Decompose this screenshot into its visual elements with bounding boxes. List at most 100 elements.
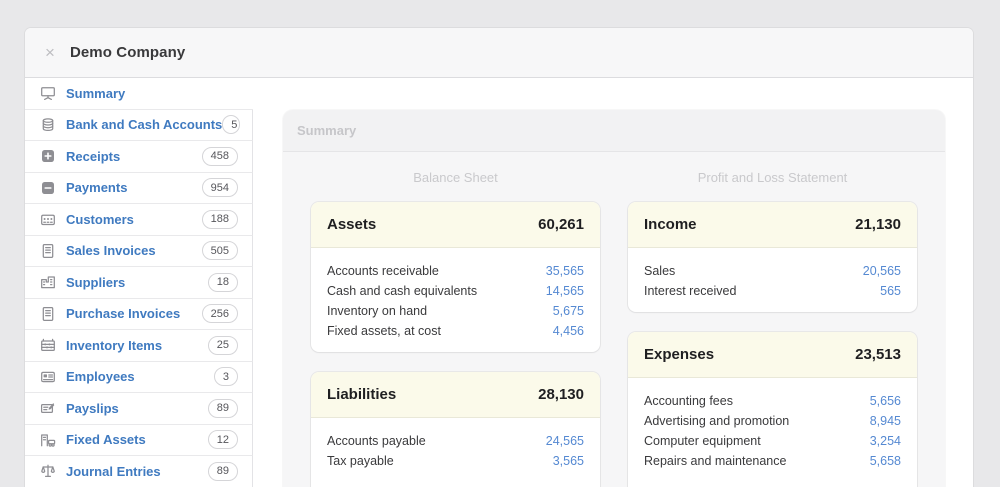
count-badge: 505 <box>201 241 238 261</box>
factory-icon <box>40 274 57 290</box>
sidebar-item-payslips[interactable]: Payslips 89 <box>25 393 253 425</box>
main-area: Summary Balance Sheet Assets 60,261 <box>253 78 973 487</box>
card-title: Assets <box>327 216 377 233</box>
account-value-link[interactable]: 5,658 <box>869 454 901 468</box>
account-label: Sales <box>644 264 676 278</box>
account-row: Advertising and promotion 8,945 <box>644 411 901 431</box>
balance-sheet-column: Balance Sheet Assets 60,261 Accounts rec… <box>311 152 600 487</box>
sidebar-item-label: Suppliers <box>66 274 126 290</box>
sidebar-item-label: Bank and Cash Accounts <box>66 117 223 133</box>
window-body: Summary Bank and Cash Accounts 5 Receipt… <box>25 78 973 487</box>
account-label: Tax payable <box>327 454 394 468</box>
sidebar-item-label: Fixed Assets <box>66 432 146 448</box>
invoice-icon <box>40 243 57 259</box>
sidebar-item-label: Customers <box>66 211 134 227</box>
account-row: Sales 20,565 <box>644 261 901 281</box>
sidebar-item-sales-invoices[interactable]: Sales Invoices 505 <box>25 235 253 267</box>
sidebar-item-receipts[interactable]: Receipts 458 <box>25 141 253 173</box>
card-total: 23,513 <box>855 346 901 363</box>
count-badge: 89 <box>207 398 238 418</box>
card-header: Assets 60,261 <box>311 202 600 248</box>
id-card-icon <box>40 369 57 385</box>
column-heading: Balance Sheet <box>413 170 498 185</box>
count-badge: 5 <box>222 115 241 135</box>
invoice-icon <box>40 306 57 322</box>
account-value-link[interactable]: 565 <box>880 284 901 298</box>
close-icon[interactable]: × <box>45 43 55 62</box>
coins-icon <box>40 117 57 133</box>
count-badge: 458 <box>201 146 238 166</box>
account-value-link[interactable]: 4,456 <box>552 324 584 338</box>
sidebar-item-label: Summary <box>66 85 126 101</box>
card-header: Income 21,130 <box>628 202 917 248</box>
account-value-link[interactable]: 35,565 <box>545 264 584 278</box>
card-total: 28,130 <box>538 386 584 403</box>
account-value-link[interactable]: 20,565 <box>862 264 901 278</box>
sidebar-item-payments[interactable]: Payments 954 <box>25 172 253 204</box>
sidebar-item-label: Journal Entries <box>66 463 161 479</box>
sidebar-item-purchase-invoices[interactable]: Purchase Invoices 256 <box>25 298 253 330</box>
sidebar-item-suppliers[interactable]: Suppliers 18 <box>25 267 253 299</box>
account-row: Computer equipment 3,254 <box>644 431 901 451</box>
account-label: Advertising and promotion <box>644 414 790 428</box>
payslip-icon <box>40 400 57 416</box>
summary-panel-header: Summary <box>283 110 945 152</box>
summary-tab-label: Summary <box>297 123 357 138</box>
account-row: Accounts payable 24,565 <box>327 431 584 451</box>
sidebar-item-label: Sales Invoices <box>66 243 156 259</box>
card-header: Expenses 23,513 <box>628 332 917 378</box>
card-total: 60,261 <box>538 216 584 233</box>
account-label: Computer equipment <box>644 434 761 448</box>
sidebar-item-label: Payments <box>66 180 128 196</box>
account-row: Repairs and maintenance 5,658 <box>644 451 901 471</box>
account-label: Cash and cash equivalents <box>327 284 478 298</box>
account-row: Fixed assets, at cost 4,456 <box>327 321 584 341</box>
sidebar-item-employees[interactable]: Employees 3 <box>25 361 253 393</box>
liabilities-card: Liabilities 28,130 Accounts payable 24,5… <box>311 372 600 487</box>
window-header: × Demo Company <box>25 28 973 78</box>
account-label: Accounts receivable <box>327 264 439 278</box>
account-value-link[interactable]: 24,565 <box>545 434 584 448</box>
account-row: Cash and cash equivalents 14,565 <box>327 281 584 301</box>
card-body: Accounting fees 5,656 Advertising and pr… <box>628 378 917 487</box>
account-row: Tax payable 3,565 <box>327 451 584 471</box>
account-value-link[interactable]: 5,675 <box>552 304 584 318</box>
assets-card: Assets 60,261 Accounts receivable 35,565 <box>311 202 600 352</box>
account-label: Inventory on hand <box>327 304 428 318</box>
account-label: Accounting fees <box>644 394 733 408</box>
count-badge: 256 <box>201 304 238 324</box>
account-row: Inventory on hand 5,675 <box>327 301 584 321</box>
count-badge: 12 <box>207 430 238 450</box>
count-badge: 89 <box>207 461 238 481</box>
card-body: Accounts payable 24,565 Tax payable 3,56… <box>311 418 600 487</box>
sidebar-item-summary[interactable]: Summary <box>25 78 253 110</box>
sidebar-item-label: Inventory Items <box>66 337 163 353</box>
column-heading: Profit and Loss Statement <box>697 170 848 185</box>
sidebar-item-customers[interactable]: Customers 188 <box>25 204 253 236</box>
building-truck-icon <box>40 432 57 448</box>
card-header: Liabilities 28,130 <box>311 372 600 418</box>
card-body: Sales 20,565 Interest received 565 <box>628 248 917 312</box>
account-label: Fixed assets, at cost <box>327 324 441 338</box>
sidebar-item-bank-and-cash-accounts[interactable]: Bank and Cash Accounts 5 <box>25 109 253 141</box>
sidebar-item-journal-entries[interactable]: Journal Entries 89 <box>25 456 253 487</box>
minus-square-icon <box>40 180 57 196</box>
account-value-link[interactable]: 5,656 <box>869 394 901 408</box>
count-badge: 25 <box>207 335 238 355</box>
count-badge: 3 <box>213 367 238 387</box>
account-value-link[interactable]: 3,565 <box>552 454 584 468</box>
account-row: Accounting fees 5,656 <box>644 391 901 411</box>
account-value-link[interactable]: 3,254 <box>869 434 901 448</box>
income-card: Income 21,130 Sales 20,565 Inte <box>628 202 917 312</box>
sidebar-item-inventory-items[interactable]: Inventory Items 25 <box>25 330 253 362</box>
account-value-link[interactable]: 14,565 <box>545 284 584 298</box>
sidebar-item-fixed-assets[interactable]: Fixed Assets 12 <box>25 424 253 456</box>
account-value-link[interactable]: 8,945 <box>869 414 901 428</box>
card-title: Expenses <box>644 346 715 363</box>
card-title: Liabilities <box>327 386 397 403</box>
card-body: Accounts receivable 35,565 Cash and cash… <box>311 248 600 352</box>
account-label: Accounts payable <box>327 434 426 448</box>
sidebar-item-label: Employees <box>66 369 135 385</box>
abacus-icon <box>40 337 57 353</box>
